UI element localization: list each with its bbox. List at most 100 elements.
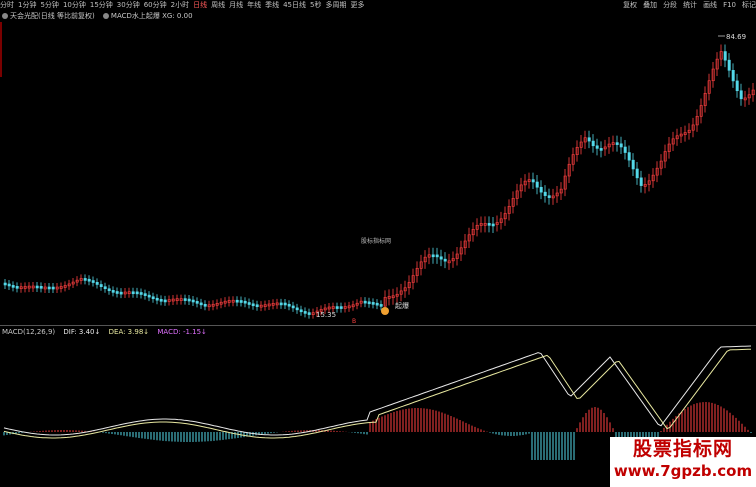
candle xyxy=(495,222,499,225)
dea-value: DEA: 3.98↓ xyxy=(108,328,150,336)
candle xyxy=(403,287,407,292)
period-tab[interactable]: 5分钟 xyxy=(40,1,59,9)
candle xyxy=(507,206,511,214)
dif-line xyxy=(3,345,752,436)
candle xyxy=(411,275,415,283)
candle xyxy=(703,93,707,106)
tool-button[interactable]: 画线 xyxy=(703,1,718,9)
period-tab[interactable]: 月线 xyxy=(229,1,244,9)
candle xyxy=(419,261,423,269)
candle xyxy=(199,302,203,306)
candle xyxy=(623,146,627,153)
candle xyxy=(211,303,215,307)
candle xyxy=(231,299,235,303)
candle xyxy=(351,304,355,308)
period-tab[interactable]: 年线 xyxy=(247,1,262,9)
period-tab[interactable]: 60分钟 xyxy=(143,1,167,9)
period-tab[interactable]: 5秒 xyxy=(310,1,322,9)
candle xyxy=(79,278,83,281)
candle xyxy=(747,94,751,99)
candle xyxy=(287,303,291,307)
candle xyxy=(243,300,247,304)
tool-button[interactable]: 叠加 xyxy=(643,1,658,9)
tool-button[interactable]: 统计 xyxy=(683,1,698,9)
candle xyxy=(167,299,171,302)
candle xyxy=(67,283,71,287)
candle xyxy=(447,260,451,264)
candle xyxy=(363,300,367,304)
candle xyxy=(399,290,403,295)
candle xyxy=(39,286,43,289)
tool-button[interactable]: 复权 xyxy=(623,1,638,9)
candle xyxy=(359,300,363,304)
candle xyxy=(355,302,359,306)
candle xyxy=(7,283,11,287)
candle xyxy=(155,297,159,301)
candle xyxy=(51,286,55,290)
period-tab[interactable]: 30分钟 xyxy=(116,1,140,9)
candle xyxy=(511,198,515,207)
candle xyxy=(71,281,75,285)
candle xyxy=(735,80,739,92)
candle xyxy=(595,145,599,149)
candle xyxy=(131,291,135,295)
candle xyxy=(183,298,187,301)
candle xyxy=(207,304,211,308)
candle xyxy=(223,300,227,304)
candle xyxy=(659,160,663,169)
candle xyxy=(519,184,523,192)
candle xyxy=(127,291,131,295)
candle xyxy=(171,298,175,302)
stock-title: 天会光配(日线 等比前复权) xyxy=(10,12,95,20)
period-tab[interactable]: 周线 xyxy=(211,1,226,9)
candle xyxy=(63,285,67,288)
candle xyxy=(439,256,443,260)
period-tab[interactable]: 15分钟 xyxy=(89,1,113,9)
left-accent-bar xyxy=(0,22,2,77)
candle xyxy=(347,305,351,309)
candle xyxy=(239,300,243,303)
candle xyxy=(323,307,327,311)
candle xyxy=(195,301,199,304)
candle xyxy=(551,195,555,199)
candle xyxy=(567,163,571,177)
period-tab[interactable]: 多周期 xyxy=(325,1,347,9)
period-tab[interactable]: 更多 xyxy=(350,1,365,9)
candle xyxy=(91,280,95,283)
candle xyxy=(607,143,611,148)
candle xyxy=(531,179,535,183)
watermark-text: 股标指标网 xyxy=(361,238,392,245)
candle xyxy=(23,286,27,289)
low-price-label: 15.35 xyxy=(316,311,337,319)
period-tab[interactable]: 季线 xyxy=(265,1,280,9)
candle xyxy=(455,253,459,259)
period-tab[interactable]: 2小时 xyxy=(170,1,190,9)
candle xyxy=(671,138,675,145)
candle xyxy=(35,285,39,289)
candle xyxy=(115,291,119,294)
period-tab[interactable]: 日线 xyxy=(193,1,208,9)
candle xyxy=(527,179,531,182)
candle xyxy=(259,304,263,308)
candle xyxy=(647,180,651,185)
tool-button[interactable]: F10 xyxy=(723,1,736,9)
candle xyxy=(267,303,271,307)
period-tab[interactable]: 10分钟 xyxy=(62,1,86,9)
tool-button[interactable]: 分段 xyxy=(663,1,678,9)
candle xyxy=(711,68,715,82)
candle xyxy=(691,124,695,131)
candle xyxy=(147,294,151,298)
period-tab[interactable]: 1分钟 xyxy=(18,1,37,9)
candle xyxy=(651,174,655,182)
candle xyxy=(563,175,567,190)
indicator-icon[interactable] xyxy=(102,13,109,19)
candle xyxy=(679,133,683,137)
period-tab[interactable]: 分时 xyxy=(0,1,14,9)
period-tab[interactable]: 45日线 xyxy=(283,1,307,9)
candle xyxy=(119,291,123,295)
candle xyxy=(499,218,503,223)
tool-button[interactable]: 标记 xyxy=(742,1,756,9)
gear-icon[interactable] xyxy=(2,13,8,19)
candle xyxy=(291,305,295,309)
